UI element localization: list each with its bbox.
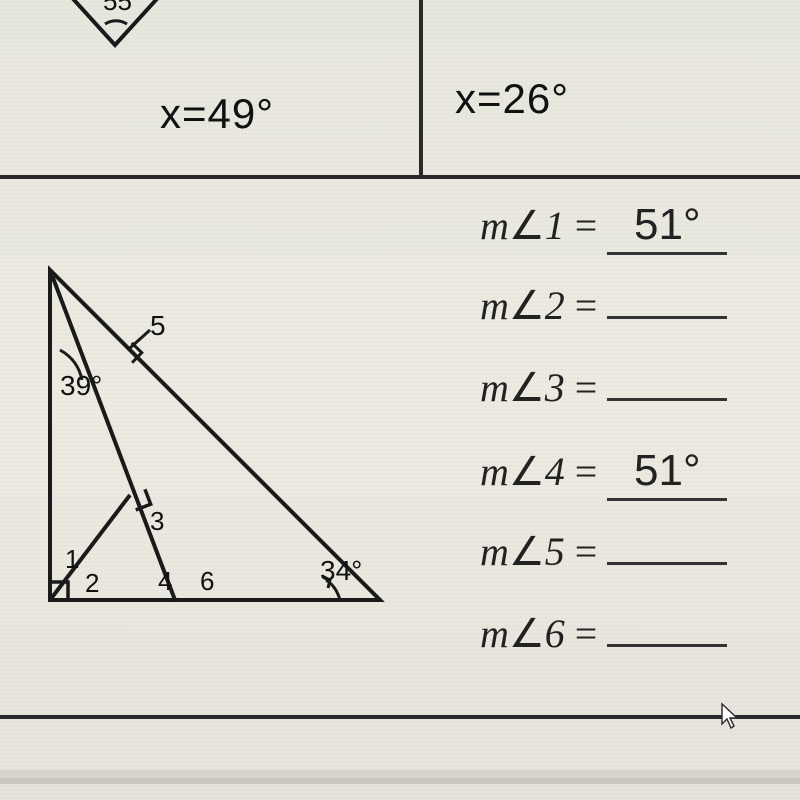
equals-sign: =	[565, 448, 608, 495]
svg-text:39°: 39°	[60, 370, 102, 401]
scroll-strip-2	[0, 778, 800, 784]
answer-row-1: m∠1 = 51°	[480, 200, 800, 282]
answer-lhs: m∠1	[480, 202, 565, 249]
equals-sign: =	[565, 528, 608, 575]
answer-value-1[interactable]: 51°	[607, 200, 727, 255]
main-problem-row: 39° 34° 5 1 2 3 4 6 m∠1 = 51° m∠2 = m∠3 …	[0, 180, 800, 715]
answer-value-3[interactable]	[607, 396, 727, 401]
answer-value-2[interactable]	[607, 314, 727, 319]
worksheet-screen: 55 x=49° x=26°	[0, 0, 800, 800]
row-border	[0, 175, 800, 179]
partial-triangle-55: 55	[55, 0, 175, 60]
svg-text:3: 3	[150, 506, 164, 536]
equals-sign: =	[565, 610, 608, 657]
answer-row-4: m∠4 = 51°	[480, 446, 800, 528]
triangle-diagram: 39° 34° 5 1 2 3 4 6	[10, 230, 410, 650]
equals-sign: =	[565, 202, 608, 249]
answer-lhs: m∠6	[480, 610, 565, 657]
top-answer-cell-1: x=49°	[160, 90, 274, 138]
top-row: 55 x=49° x=26°	[0, 0, 800, 175]
svg-text:1: 1	[65, 544, 79, 574]
answer-row-2: m∠2 =	[480, 282, 800, 364]
answer-row-5: m∠5 =	[480, 528, 800, 610]
svg-text:2: 2	[85, 568, 99, 598]
bottom-border	[0, 715, 800, 719]
svg-text:4: 4	[158, 566, 172, 596]
answer-row-3: m∠3 =	[480, 364, 800, 446]
svg-text:5: 5	[150, 310, 166, 341]
equals-sign: =	[565, 364, 608, 411]
answer-lhs: m∠2	[480, 282, 565, 329]
svg-text:34°: 34°	[320, 555, 362, 586]
top-answer-cell-2: x=26°	[455, 75, 569, 123]
answer-row-6: m∠6 =	[480, 610, 800, 692]
answer-value-5[interactable]	[607, 560, 727, 565]
answer-lhs: m∠4	[480, 448, 565, 495]
scroll-strip-1	[0, 770, 800, 778]
answer-lhs: m∠5	[480, 528, 565, 575]
answer-lhs: m∠3	[480, 364, 565, 411]
svg-text:55: 55	[103, 0, 132, 16]
answer-value-4[interactable]: 51°	[607, 446, 727, 501]
top-divider	[419, 0, 423, 175]
equals-sign: =	[565, 282, 608, 329]
answers-column: m∠1 = 51° m∠2 = m∠3 = m∠4 = 51° m∠5 =	[480, 200, 800, 692]
answer-value-6[interactable]	[607, 642, 727, 647]
svg-text:6: 6	[200, 566, 214, 596]
